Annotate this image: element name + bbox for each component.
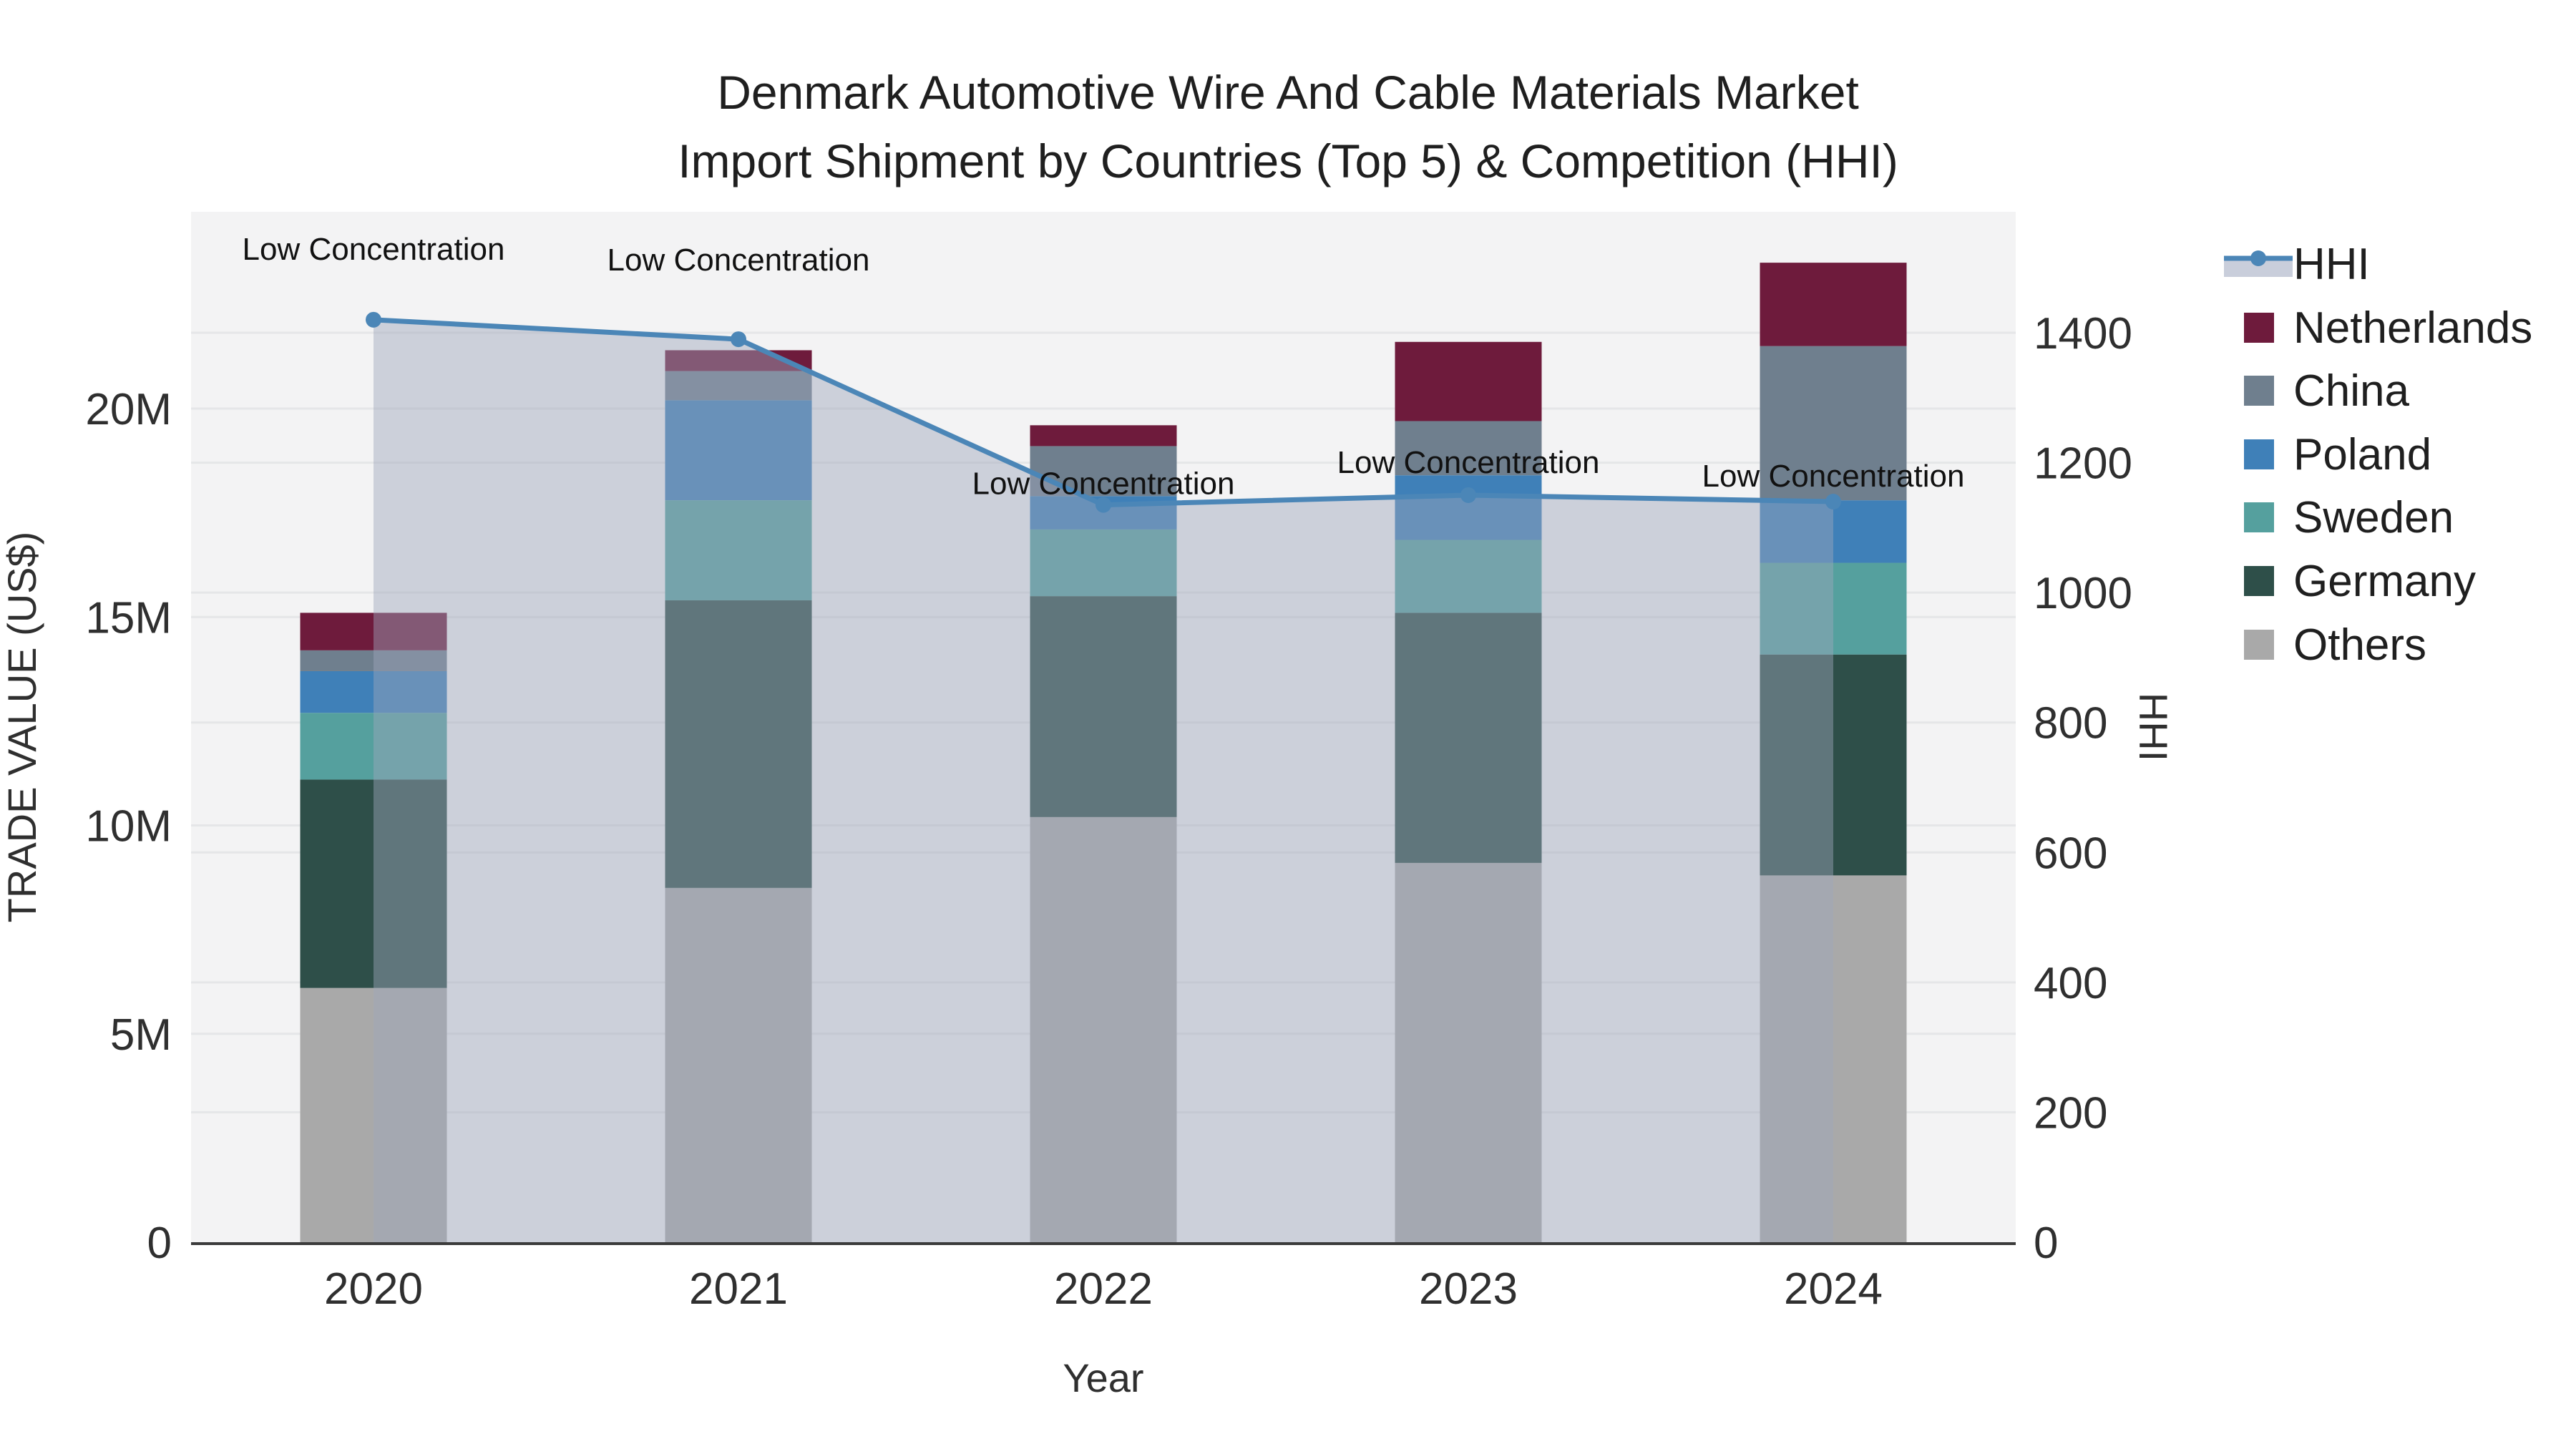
bar-segment-china-2022[interactable]: [1030, 446, 1177, 497]
x-tick-label: 2021: [689, 1264, 788, 1314]
bar-segment-others-2024[interactable]: [1760, 875, 1907, 1242]
bar-segment-china-2024[interactable]: [1760, 346, 1907, 501]
y-right-tick-label: 1200: [2034, 439, 2132, 489]
bar-segment-others-2022[interactable]: [1030, 816, 1177, 1242]
bar-segment-sweden-2020[interactable]: [300, 713, 447, 780]
legend-swatch: [2244, 376, 2274, 406]
bar-segment-sweden-2021[interactable]: [665, 500, 812, 600]
bar-segment-others-2023[interactable]: [1395, 862, 1542, 1242]
legend-label: Others: [2293, 620, 2426, 670]
x-tick-label: 2020: [324, 1264, 423, 1314]
legend-label: China: [2293, 366, 2410, 416]
hhi-marker-2020[interactable]: [366, 311, 381, 328]
legend-label: Netherlands: [2293, 303, 2532, 353]
legend-label: Sweden: [2293, 493, 2454, 542]
legend-item-china[interactable]: China: [2244, 366, 2410, 416]
bar-segment-poland-2023[interactable]: [1395, 475, 1542, 540]
legend-label: Germany: [2293, 557, 2476, 606]
annotation-low-concentration-2023: Low Concentration: [1337, 445, 1600, 480]
bar-segment-netherlands-2023[interactable]: [1395, 341, 1542, 421]
x-tick-label: 2023: [1419, 1264, 1518, 1314]
bar-segment-germany-2022[interactable]: [1030, 596, 1177, 817]
y-axis-title-left: TRADE VALUE (US$): [0, 532, 44, 923]
y-right-tick-label: 600: [2034, 829, 2107, 878]
y-left-tick-label: 5M: [110, 1010, 172, 1060]
bar-segment-sweden-2022[interactable]: [1030, 529, 1177, 597]
x-tick-label: 2022: [1054, 1264, 1153, 1314]
legend-hhi-marker: [2250, 250, 2266, 266]
legend-item-hhi[interactable]: HHI: [2224, 240, 2370, 289]
legend-label: HHI: [2293, 240, 2370, 289]
legend-item-netherlands[interactable]: Netherlands: [2244, 303, 2532, 353]
bar-segment-others-2021[interactable]: [665, 887, 812, 1242]
bar-segment-poland-2024[interactable]: [1760, 500, 1907, 563]
legend-item-others[interactable]: Others: [2244, 620, 2426, 670]
legend-swatch: [2244, 502, 2274, 532]
y-right-tick-label: 200: [2034, 1088, 2107, 1138]
bar-segment-sweden-2024[interactable]: [1760, 562, 1907, 655]
legend-swatch: [2244, 439, 2274, 469]
bar-segment-poland-2020[interactable]: [300, 670, 447, 713]
y-right-tick-label: 800: [2034, 699, 2107, 748]
y-left-tick-label: 20M: [85, 385, 172, 434]
legend-swatch: [2244, 566, 2274, 596]
bar-segment-germany-2020[interactable]: [300, 779, 447, 988]
bar-segment-germany-2021[interactable]: [665, 600, 812, 888]
legend-item-poland[interactable]: Poland: [2244, 430, 2431, 479]
y-right-tick-label: 400: [2034, 959, 2107, 1008]
hhi-area-fill: [374, 319, 1833, 1242]
legend-swatch: [2244, 313, 2274, 343]
hhi-marker-2024[interactable]: [1825, 494, 1841, 510]
bar-segment-netherlands-2020[interactable]: [300, 613, 447, 650]
hhi-marker-2022[interactable]: [1096, 497, 1111, 513]
y-right-tick-label: 0: [2034, 1219, 2058, 1268]
annotation-low-concentration-2021: Low Concentration: [608, 243, 870, 278]
hhi-marker-2021[interactable]: [731, 331, 746, 348]
legend-label: Poland: [2293, 430, 2431, 479]
bar-segment-germany-2023[interactable]: [1395, 613, 1542, 863]
y-axis-title-right: HHI: [2131, 693, 2176, 761]
y-left-tick-label: 10M: [85, 802, 172, 852]
bar-segment-netherlands-2024[interactable]: [1760, 263, 1907, 346]
bar-segment-poland-2021[interactable]: [665, 400, 812, 501]
legend-swatch: [2244, 630, 2274, 660]
annotation-low-concentration-2024: Low Concentration: [1702, 459, 1965, 494]
x-axis-title: Year: [1063, 1355, 1143, 1400]
y-right-tick-label: 1400: [2034, 309, 2132, 358]
bar-segment-china-2020[interactable]: [300, 650, 447, 671]
chart-title-line1: Denmark Automotive Wire And Cable Materi…: [717, 66, 1859, 119]
hhi-marker-2023[interactable]: [1460, 487, 1476, 503]
bar-segment-china-2021[interactable]: [665, 371, 812, 401]
chart-title-line2: Import Shipment by Countries (Top 5) & C…: [678, 135, 1898, 187]
bar-segment-germany-2024[interactable]: [1760, 654, 1907, 876]
y-right-tick-label: 1000: [2034, 569, 2132, 618]
bar-segment-china-2023[interactable]: [1395, 421, 1542, 476]
y-left-tick-label: 0: [147, 1219, 172, 1268]
annotation-low-concentration-2020: Low Concentration: [243, 232, 505, 267]
bar-segment-others-2020[interactable]: [300, 987, 447, 1242]
annotation-low-concentration-2022: Low Concentration: [972, 467, 1235, 502]
legend-item-germany[interactable]: Germany: [2244, 557, 2476, 606]
bar-segment-netherlands-2022[interactable]: [1030, 425, 1177, 447]
bar-segment-sweden-2023[interactable]: [1395, 540, 1542, 613]
legend-item-sweden[interactable]: Sweden: [2244, 493, 2454, 542]
x-tick-label: 2024: [1784, 1264, 1883, 1314]
y-left-tick-label: 15M: [85, 593, 172, 643]
